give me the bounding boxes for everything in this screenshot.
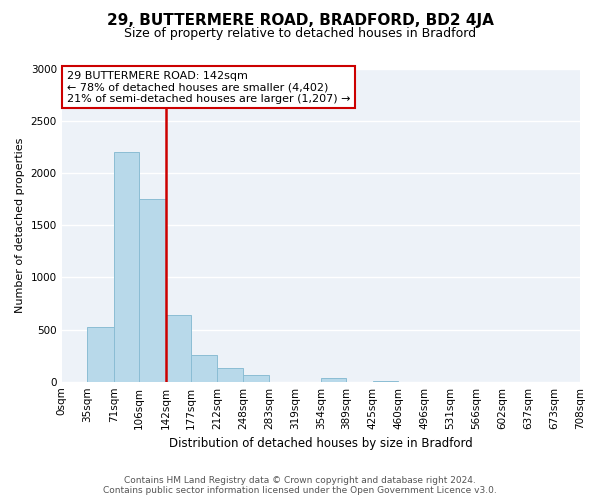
Bar — [321, 378, 346, 382]
Text: 29, BUTTERMERE ROAD, BRADFORD, BD2 4JA: 29, BUTTERMERE ROAD, BRADFORD, BD2 4JA — [107, 12, 493, 28]
Bar — [243, 376, 269, 382]
Bar — [166, 315, 191, 382]
Bar — [373, 380, 398, 382]
X-axis label: Distribution of detached houses by size in Bradford: Distribution of detached houses by size … — [169, 437, 473, 450]
Bar — [217, 368, 243, 382]
Bar — [139, 200, 166, 382]
Text: 29 BUTTERMERE ROAD: 142sqm
← 78% of detached houses are smaller (4,402)
21% of s: 29 BUTTERMERE ROAD: 142sqm ← 78% of deta… — [67, 70, 350, 104]
Bar — [191, 354, 217, 382]
Text: Contains HM Land Registry data © Crown copyright and database right 2024.
Contai: Contains HM Land Registry data © Crown c… — [103, 476, 497, 495]
Y-axis label: Number of detached properties: Number of detached properties — [15, 138, 25, 313]
Bar — [87, 328, 113, 382]
Bar — [113, 152, 139, 382]
Text: Size of property relative to detached houses in Bradford: Size of property relative to detached ho… — [124, 28, 476, 40]
